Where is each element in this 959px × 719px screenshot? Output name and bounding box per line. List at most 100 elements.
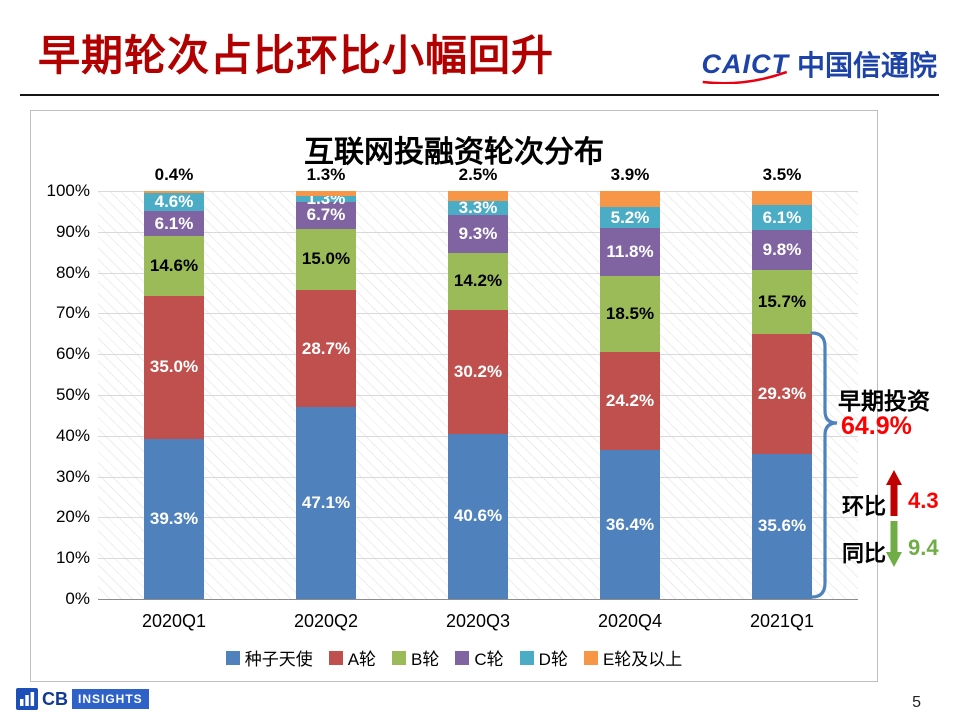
segment-label: 39.3%: [149, 508, 199, 528]
y-axis-tick: 0%: [65, 589, 90, 608]
segment-label: 9.3%: [458, 223, 498, 243]
bar-segment-A轮: [144, 295, 204, 439]
bar-segment-种子天使: [600, 450, 660, 599]
mom-value: 4.3: [908, 488, 939, 513]
increase-arrow-icon: [886, 470, 902, 516]
bar-segment-A轮: [600, 351, 660, 451]
segment-label: 6.1%: [762, 207, 802, 227]
legend-swatch: [392, 650, 407, 665]
bar-segment-A轮: [448, 310, 508, 434]
decrease-arrow-icon: [886, 521, 902, 567]
bar-segment-B轮: [600, 276, 660, 352]
segment-label: 14.2%: [453, 271, 503, 291]
chart-frame: 互联网投融资轮次分布 100% 90% 80% 70% 60% 50% 40% 30% 20% 1…: [30, 110, 878, 682]
segment-label: 6.1%: [154, 213, 194, 233]
bar-segment-E轮及以上: [600, 191, 660, 207]
legend-item-C轮: C轮: [455, 645, 504, 670]
legend-item-E轮及以上: E轮及以上: [583, 645, 683, 670]
caict-logo-text: CAICT: [701, 48, 789, 79]
early-stage-value: 64.9%: [841, 412, 912, 440]
chart-title: 互联网投融资轮次分布: [304, 136, 604, 169]
segment-label: 30.2%: [453, 361, 503, 381]
bar-segment-D轮: [144, 192, 204, 212]
x-axis-label: 2020Q4: [597, 611, 663, 631]
segment-label: 5.2%: [610, 207, 650, 227]
bar-segment-E轮及以上: [144, 191, 204, 193]
legend-label: B轮: [411, 650, 440, 669]
bar-segment-种子天使: [752, 453, 812, 599]
y-axis-tick: 90%: [55, 221, 90, 241]
legend-item-A轮: A轮: [328, 645, 376, 670]
segment-label: 35.6%: [757, 516, 807, 536]
bar-segment-C轮: [600, 228, 660, 277]
segment-label: 47.1%: [301, 493, 351, 512]
segment-label-outside: 2.5%: [458, 165, 498, 184]
early-stage-label: 早期投资: [838, 388, 930, 414]
segment-label: 36.4%: [605, 514, 655, 534]
legend-swatch: [328, 650, 343, 665]
segment-label: 14.6%: [149, 256, 199, 276]
cbinsights-cb-text: CB: [42, 688, 68, 709]
bar-segment-C轮: [296, 201, 356, 229]
segment-label: 35.0%: [149, 357, 199, 377]
bar-segment-B轮: [448, 252, 508, 311]
page-number: 5: [912, 694, 921, 711]
yoy-label: 同比: [842, 541, 887, 566]
cbinsights-logo: CB INSIGHTS: [16, 688, 149, 710]
legend-item-B轮: B轮: [392, 645, 439, 670]
segment-label: 15.7%: [757, 292, 807, 312]
cbinsights-insights-text: INSIGHTS: [72, 689, 149, 709]
bar-segment-D轮: [752, 205, 812, 231]
segment-label: 24.2%: [605, 391, 655, 411]
segment-label: 9.8%: [762, 240, 802, 260]
bar-segment-B轮: [144, 236, 204, 296]
mom-label: 环比: [842, 494, 887, 519]
y-axis-tick: 80%: [55, 262, 90, 282]
yoy-value: 9.4: [908, 535, 939, 560]
bar-segment-A轮: [752, 334, 812, 454]
bar-segment-C轮: [144, 211, 204, 237]
segment-label: 11.8%: [606, 242, 654, 262]
y-axis-tick: 30%: [55, 466, 90, 486]
bar-segment-B轮: [296, 228, 356, 291]
bracket: [810, 331, 838, 599]
segment-label: 40.6%: [453, 506, 503, 526]
caict-swoosh-icon: [703, 70, 788, 84]
x-axis-label: 2020Q2: [293, 611, 359, 631]
y-axis-tick: 60%: [55, 344, 90, 364]
y-axis-tick: 100%: [46, 181, 90, 200]
legend-swatch: [519, 650, 534, 665]
segment-label-outside: 3.9%: [610, 165, 650, 184]
caict-logo-cn-text: 中国信通院: [796, 50, 937, 81]
y-axis-tick: 50%: [55, 385, 90, 404]
x-axis-label: 2021Q1: [749, 611, 815, 631]
legend-label: 种子天使: [244, 650, 313, 669]
legend-item-D轮: D轮: [519, 645, 568, 670]
legend-label: E轮及以上: [602, 650, 683, 669]
x-axis-label: 2020Q1: [141, 611, 207, 631]
legend-swatch: [455, 650, 470, 665]
segment-label-outside: 1.3%: [306, 165, 346, 184]
segment-label: 18.5%: [605, 304, 655, 323]
legend-item-种子天使: 种子天使: [225, 645, 313, 670]
legend-swatch: [583, 650, 598, 665]
chart-legend: 种子天使 A轮 B轮 C轮 D轮 E轮及以上: [31, 645, 877, 670]
segment-label: 28.7%: [301, 338, 351, 358]
y-axis-tick: 40%: [55, 425, 90, 445]
cbinsights-icon: [16, 688, 38, 710]
bar-segment-种子天使: [296, 407, 356, 599]
bar-segment-E轮及以上: [752, 191, 812, 206]
bar-segment-C轮: [752, 230, 812, 271]
x-axis-label: 2020Q3: [445, 611, 511, 631]
segment-label: 29.3%: [757, 383, 807, 403]
caict-logo: CAICT 中国信通院: [701, 44, 937, 84]
legend-swatch: [225, 650, 240, 665]
segment-label: 6.7%: [306, 205, 346, 225]
y-axis-tick: 20%: [55, 507, 90, 527]
bar-segment-E轮及以上: [296, 191, 356, 197]
bar-segment-A轮: [296, 290, 356, 407]
bar-segment-D轮: [296, 196, 356, 202]
segment-label-outside: 3.5%: [762, 165, 802, 184]
y-axis-tick: 10%: [55, 548, 90, 568]
